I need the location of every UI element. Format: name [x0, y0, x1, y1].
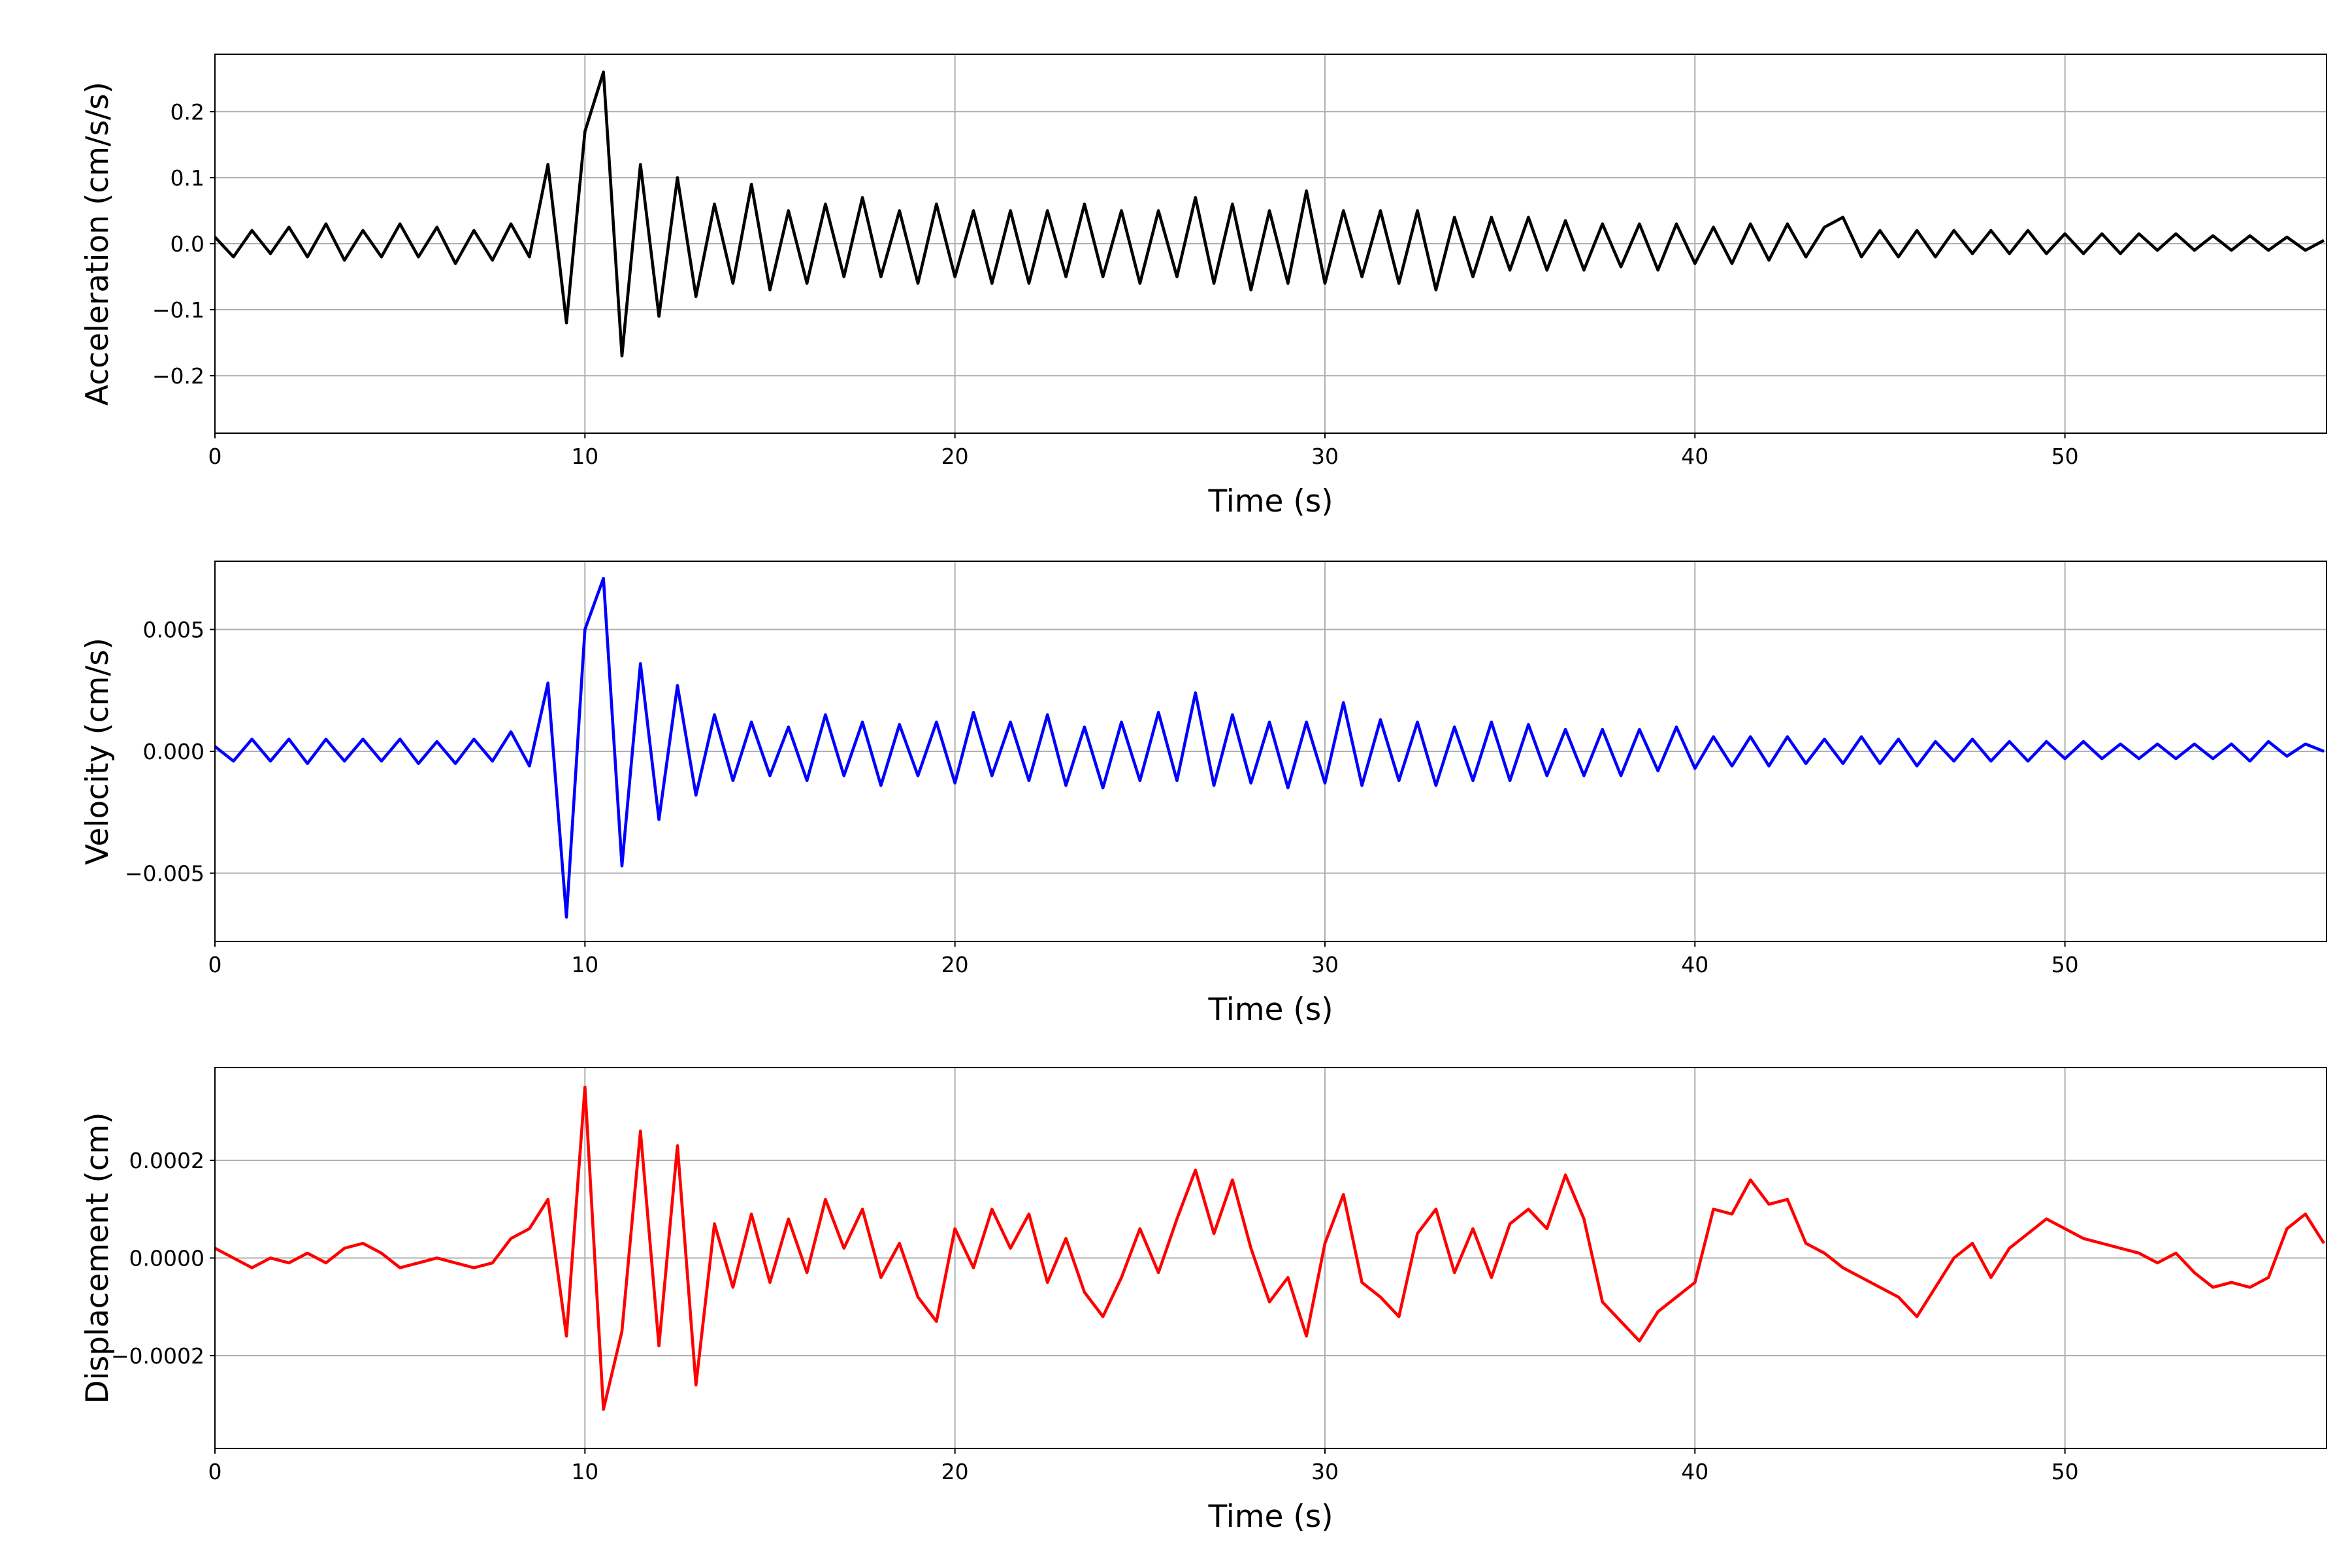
y-tick-label: 0.0 [171, 231, 204, 257]
x-tick-label: 50 [2051, 952, 2079, 977]
axes-frame [214, 54, 2327, 434]
x-tick-label: 0 [208, 444, 222, 469]
y-axis-label: Acceleration (cm/s/s) [80, 82, 116, 406]
data-line [215, 70, 2325, 358]
data-line [215, 576, 2325, 919]
x-tick-label: 30 [1311, 952, 1339, 977]
x-tick-label: 40 [1681, 1459, 1708, 1484]
y-axis-label: Velocity (cm/s) [80, 638, 116, 865]
y-tick-label: −0.2 [152, 363, 204, 389]
x-axis-label: Time (s) [1207, 483, 1333, 519]
x-tick-label: 10 [571, 952, 598, 977]
x-tick-label: 50 [2051, 1459, 2079, 1484]
x-tick-label: 40 [1681, 952, 1708, 977]
axes-frame [214, 561, 2327, 942]
y-tick-label: 0.005 [143, 617, 204, 642]
y-tick-label: 0.0000 [129, 1246, 204, 1271]
x-tick-label: 0 [208, 1459, 222, 1484]
x-tick-label: 20 [941, 952, 969, 977]
y-tick-label: −0.005 [125, 861, 204, 887]
x-axis-label: Time (s) [1207, 992, 1333, 1028]
y-tick-label: 0.1 [171, 165, 204, 191]
x-axis-label: Time (s) [1207, 1499, 1333, 1535]
x-tick-label: 0 [208, 952, 222, 977]
y-tick-label: 0.0002 [129, 1148, 204, 1173]
x-tick-label: 30 [1311, 1459, 1339, 1484]
x-tick-label: 10 [571, 444, 598, 469]
y-axis-label: Displacement (cm) [80, 1112, 116, 1403]
x-tick-label: 20 [941, 444, 969, 469]
x-tick-label: 20 [941, 1459, 969, 1484]
y-tick-label: −0.0002 [111, 1343, 204, 1369]
y-tick-label: 0.2 [171, 99, 204, 125]
x-tick-label: 30 [1311, 444, 1339, 469]
axes-frame [214, 1067, 2327, 1449]
x-tick-label: 10 [571, 1459, 598, 1484]
data-line [215, 1085, 2325, 1411]
y-tick-label: −0.1 [152, 297, 204, 323]
y-tick-label: 0.000 [143, 739, 204, 764]
x-tick-label: 50 [2051, 444, 2079, 469]
x-tick-label: 40 [1681, 444, 1708, 469]
